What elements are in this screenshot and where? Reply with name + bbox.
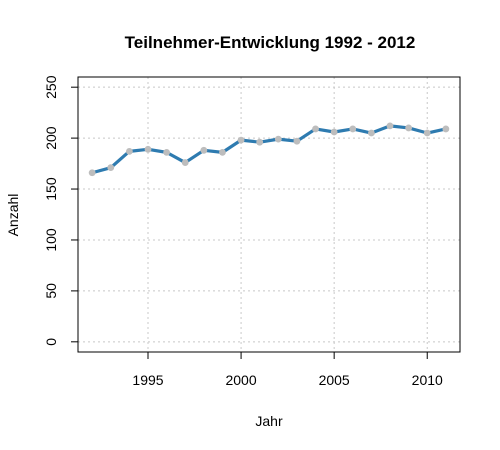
data-point: [349, 125, 357, 133]
data-point: [144, 145, 152, 153]
series-layer: [88, 122, 450, 177]
x-tick-label: 1995: [132, 372, 163, 388]
data-point: [330, 128, 338, 136]
data-point: [367, 129, 375, 137]
y-tick-label: 200: [43, 126, 59, 150]
data-point: [293, 137, 301, 145]
chart-title: Teilnehmer-Entwicklung 1992 - 2012: [125, 33, 416, 52]
data-point: [181, 159, 189, 166]
data-point: [312, 125, 319, 133]
data-point: [163, 148, 171, 156]
y-tick-label: 150: [43, 177, 59, 201]
axes: 1995 2000 2005 2010 0 50 100 150 200 250: [43, 75, 443, 388]
data-point: [274, 135, 282, 143]
data-point: [237, 136, 245, 144]
y-tick-label: 0: [43, 338, 59, 346]
data-point: [386, 122, 394, 130]
y-axis-label: Anzahl: [5, 194, 21, 237]
data-point: [442, 125, 450, 133]
y-tick-label: 50: [43, 283, 59, 299]
x-tick-label: 2000: [225, 372, 256, 388]
data-point: [405, 124, 413, 132]
x-tick-label: 2005: [319, 372, 350, 388]
x-tick-label: 2010: [412, 372, 443, 388]
data-point: [107, 164, 115, 172]
data-point: [125, 147, 133, 155]
data-point: [219, 148, 226, 156]
data-point: [88, 169, 96, 177]
data-point: [423, 129, 431, 137]
data-point: [256, 138, 264, 146]
data-point: [200, 146, 208, 154]
x-axis-label: Jahr: [255, 413, 283, 429]
grid: [78, 77, 460, 352]
y-tick-label: 250: [43, 75, 59, 99]
plot-frame: [77, 76, 461, 353]
y-tick-label: 100: [43, 228, 59, 252]
